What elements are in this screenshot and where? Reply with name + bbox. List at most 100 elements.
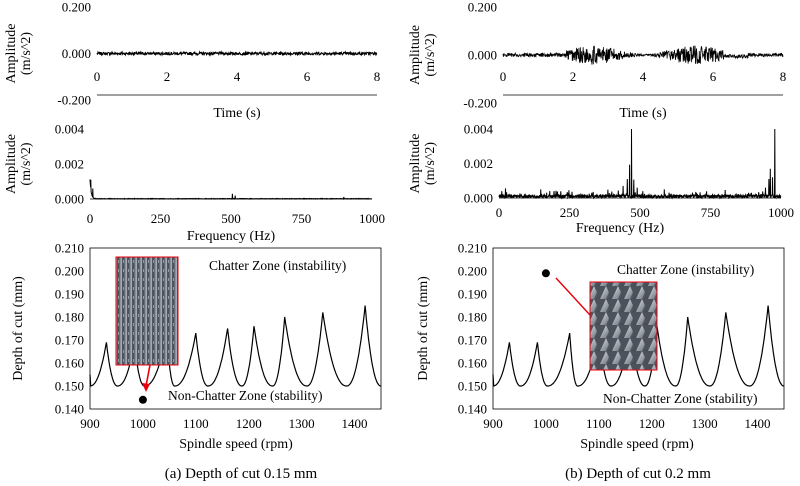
a-lobe-x-tick-label: 1200 (236, 416, 262, 431)
b-chatter-zone-label: Chatter Zone (instability) (617, 262, 754, 277)
b-time-x-tick-label: 4 (640, 69, 647, 84)
b-time-y-axis-label: Amplitude (m/s^2) (408, 25, 438, 85)
a-freq-x-axis-label: Frequency (Hz) (187, 229, 276, 244)
b-time-x-tick-label: 6 (710, 69, 717, 84)
a-chatter-zone-label: Chatter Zone (instability) (209, 258, 346, 273)
b-lobe-x-tick-label: 900 (483, 416, 503, 431)
a-surface-photo-inset (115, 256, 179, 366)
b-lobe-x-tick-label: 1200 (639, 416, 665, 431)
a-lobe-x-tick-label: 900 (80, 416, 100, 431)
b-lobe-y-axis-label: Depth of cut (mm) (416, 276, 431, 381)
a-non-chatter-zone-label: Non-Chatter Zone (stability) (168, 388, 322, 403)
b-freq-y-ticks: 0.004 0.002 0.000 (464, 122, 494, 206)
caption-b: (b) Depth of cut 0.2 mm (565, 466, 711, 482)
b-lobe-y-tick-label: 0.210 (458, 241, 487, 256)
b-lobe-x-tick-label: 1300 (692, 416, 718, 431)
a-lobe-y-tick-label: 0.150 (55, 379, 84, 394)
b-freq-y-tick-label: 0.002 (464, 156, 493, 171)
b-test-point-marker (541, 269, 550, 278)
a-freq-y-tick-label: 0.000 (55, 192, 84, 207)
b-freq-x-tick-label: 1000 (768, 205, 794, 220)
a-lobe-y-label-line: Depth of cut (mm) (11, 276, 26, 381)
a-lobe-y-tick-label: 0.170 (55, 333, 84, 348)
b-freq-y-tick-label: 0.000 (464, 191, 493, 206)
a-time-y-axis-label: Amplitude (m/s^2) (4, 24, 34, 84)
a-time-y-label-line: (m/s^2) (19, 32, 34, 75)
b-lobe-y-tick-label: 0.190 (458, 287, 487, 302)
b-non-chatter-zone-label: Non-Chatter Zone (stability) (603, 391, 757, 406)
b-freq-y-tick-label: 0.004 (464, 122, 494, 137)
a-time-x-tick-label: 2 (164, 69, 171, 84)
a-lobe-y-tick-label: 0.190 (55, 287, 84, 302)
a-freq-x-tick-label: 1000 (359, 211, 385, 226)
b-freq-x-tick-label: 500 (630, 205, 650, 220)
a-time-y-ticks: 0.200 0.000 -0.200 (57, 0, 91, 108)
b-lobe-x-tick-label: 1400 (745, 416, 771, 431)
a-lobe-y-tick-label: 0.210 (55, 241, 84, 256)
b-time-y-tick-label: -0.200 (463, 96, 497, 111)
b-lobe-y-label-line: Depth of cut (mm) (416, 276, 431, 381)
b-freq-x-tick-label: 250 (560, 205, 580, 220)
a-lobe-x-tick-label: 1000 (130, 416, 156, 431)
a-lobe-y-tick-label: 0.160 (55, 356, 84, 371)
a-time-x-ticks: 0 2 4 6 8 (94, 69, 381, 84)
b-time-y-ticks: 0.200 0.000 -0.200 (463, 0, 497, 111)
b-lobe-y-tick-label: 0.180 (458, 310, 487, 325)
a-freq-y-tick-label: 0.004 (55, 122, 85, 137)
a-test-point-marker (138, 395, 147, 404)
b-lobe-y-tick-label: 0.150 (458, 379, 487, 394)
caption-a: (a) Depth of cut 0.15 mm (165, 466, 318, 482)
a-lobe-x-tick-label: 1400 (342, 416, 368, 431)
a-time-signal (96, 50, 378, 57)
a-lobe-y-ticks: 0.210 0.200 0.190 0.180 0.170 0.160 0.150 0.140 (55, 241, 84, 417)
a-time-y-label-line: Amplitude (4, 24, 19, 84)
a-freq-y-axis-label: Amplitude (m/s^2) (4, 134, 34, 194)
a-freq-y-label-line: Amplitude (4, 134, 19, 194)
a-freq-chart: Amplitude (m/s^2) 0.004 0.002 0.000 0 250 500… (4, 122, 385, 245)
b-lobe-chart: Depth of cut (mm) 0.210 0.200 0.190 0.180 0.… (416, 241, 785, 452)
b-lobe-y-tick-label: 0.170 (458, 333, 487, 348)
b-lobe-x-tick-label: 1100 (586, 416, 612, 431)
b-lobe-y-tick-label: 0.200 (458, 264, 487, 279)
a-time-x-tick-label: 0 (94, 69, 101, 84)
b-lobe-y-tick-label: 0.160 (458, 356, 487, 371)
a-freq-x-ticks: 0 250 500 750 1000 (87, 211, 385, 226)
a-freq-x-tick-label: 250 (151, 211, 171, 226)
a-freq-y-tick-label: 0.002 (55, 157, 84, 172)
b-time-y-label-line: (m/s^2) (423, 33, 438, 76)
a-time-x-tick-label: 6 (304, 69, 311, 84)
b-time-y-label-line: Amplitude (408, 25, 423, 85)
b-freq-x-tick-label: 0 (496, 205, 503, 220)
b-time-x-tick-label: 2 (570, 69, 577, 84)
a-freq-y-ticks: 0.004 0.002 0.000 (55, 122, 85, 207)
a-freq-y-label-line: (m/s^2) (19, 142, 34, 185)
b-freq-y-axis-label: Amplitude (m/s^2) (408, 134, 438, 194)
b-time-x-axis-label: Time (s) (619, 106, 667, 121)
a-time-y-tick-label: 0.000 (62, 46, 91, 61)
b-lobe-x-axis-label: Spindle speed (rpm) (580, 437, 694, 452)
b-surface-photo-inset (589, 281, 658, 371)
b-freq-y-label-line: Amplitude (408, 134, 423, 194)
a-freq-spectrum (89, 179, 373, 201)
a-lobe-x-axis-label: Spindle speed (rpm) (179, 437, 293, 452)
b-freq-chart: Amplitude (m/s^2) 0.004 0.002 0.000 0 250 500… (408, 122, 794, 237)
a-lobe-x-ticks: 900 1000 1100 1200 1300 1400 (80, 416, 367, 431)
a-freq-x-tick-label: 750 (292, 211, 312, 226)
a-lobe-chart: Depth of cut (mm) 0.2100.2000.1900.1800.… (11, 241, 382, 452)
b-lobe-y-tick-label: 0.140 (458, 402, 487, 417)
a-time-x-tick-label: 4 (234, 69, 241, 84)
a-time-y-tick-label: 0.200 (62, 0, 91, 15)
a-lobe-x-tick-label: 1300 (289, 416, 315, 431)
b-time-x-ticks: 0 2 4 6 8 (500, 69, 787, 84)
a-lobe-y-tick-label: 0.140 (55, 402, 84, 417)
b-freq-x-ticks: 0 250 500 750 1000 (496, 205, 794, 220)
b-callout-line (555, 277, 591, 316)
a-freq-x-tick-label: 0 (87, 211, 94, 226)
a-lobe-y-tick-label: 0.180 (55, 310, 84, 325)
b-freq-spectrum (498, 128, 782, 200)
b-freq-x-tick-label: 750 (701, 205, 721, 220)
b-time-signal (502, 45, 784, 65)
